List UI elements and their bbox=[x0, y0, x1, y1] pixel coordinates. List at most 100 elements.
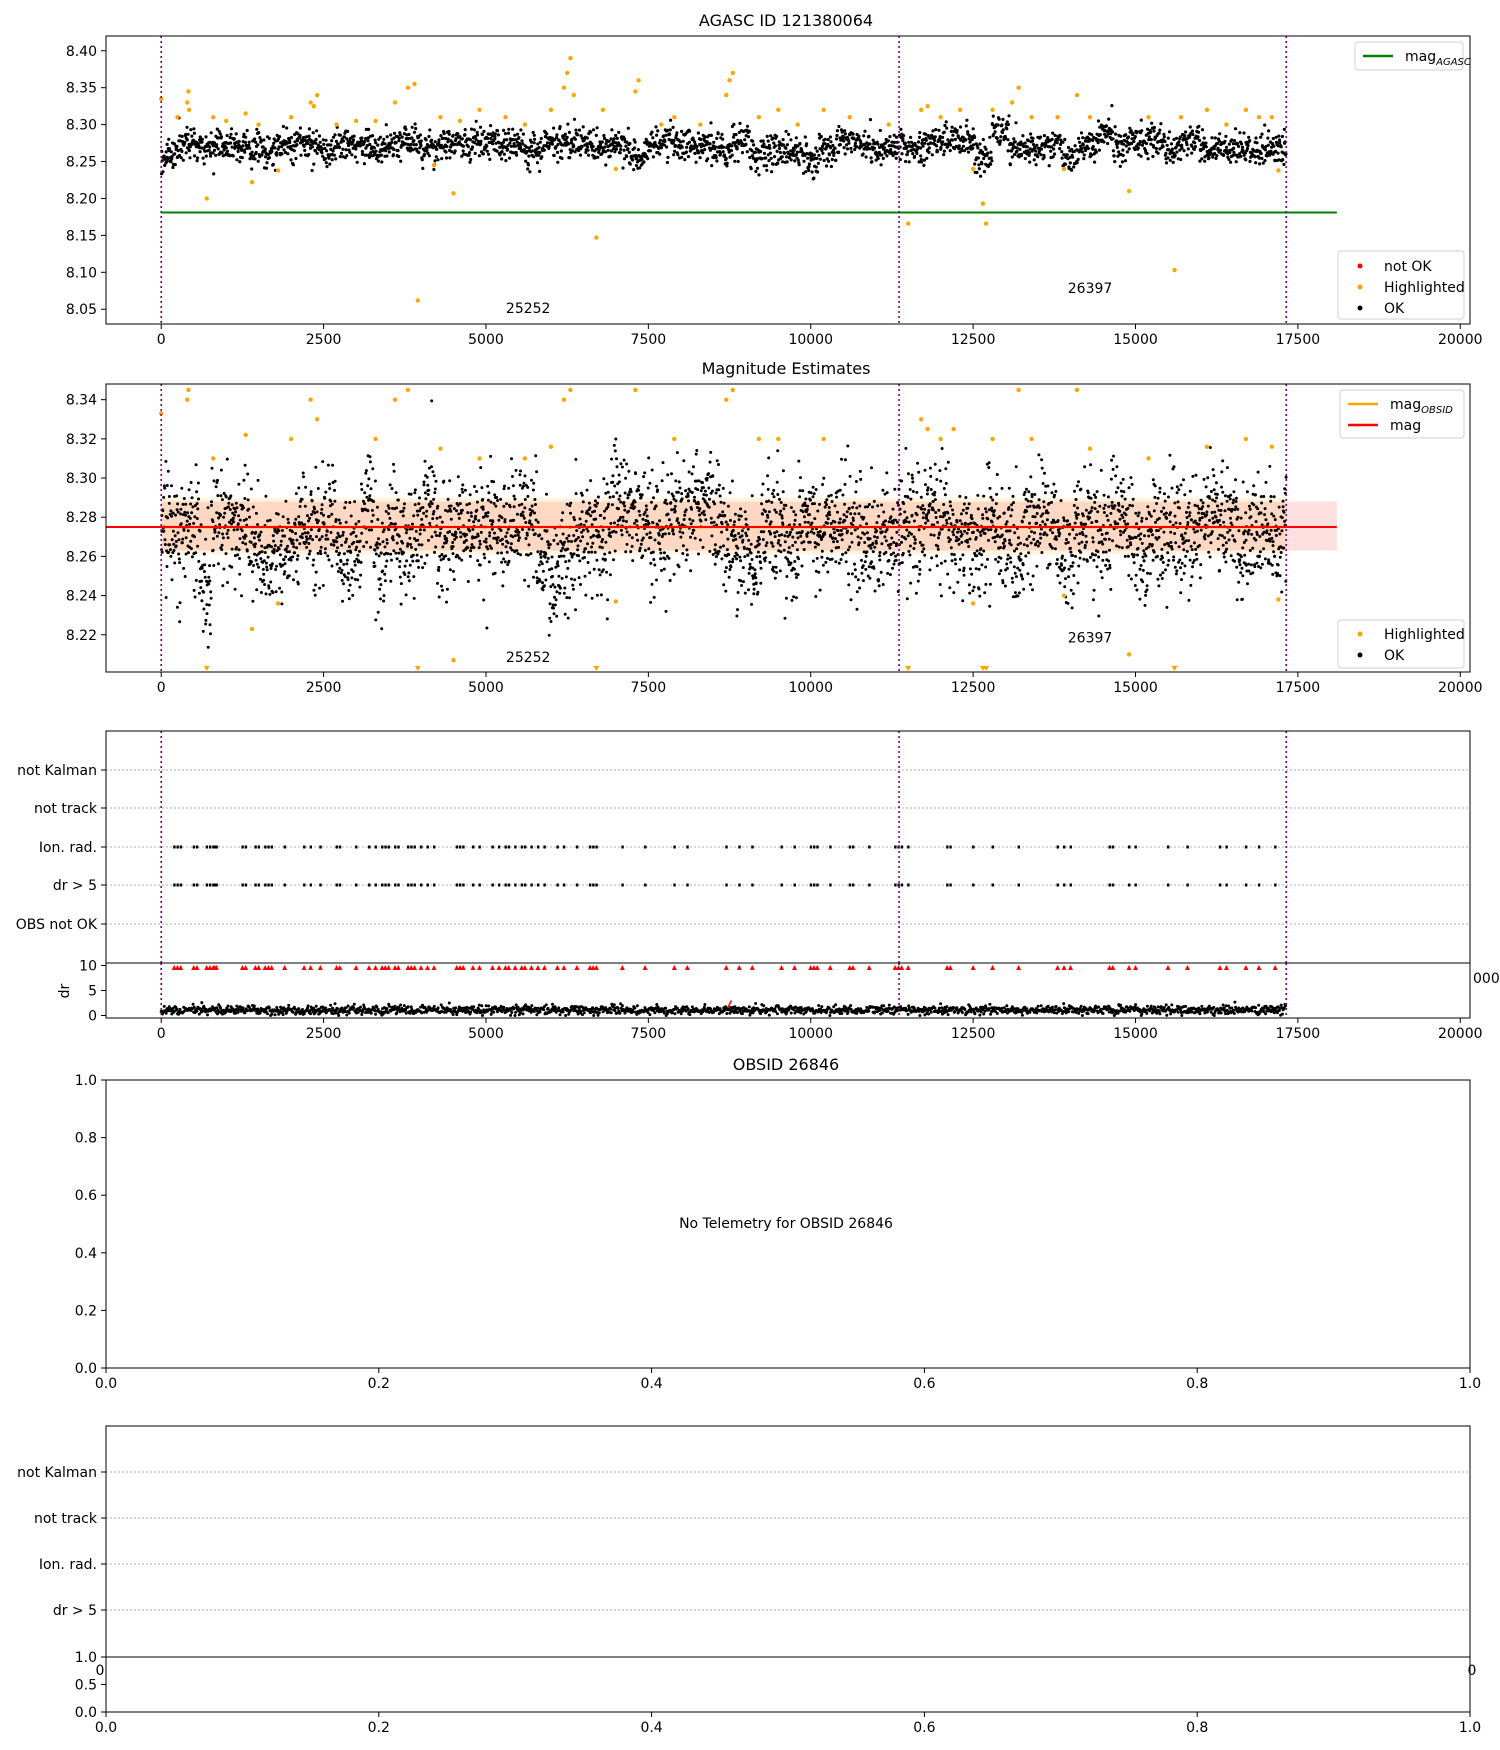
ok-point bbox=[209, 632, 212, 636]
ok-point bbox=[1004, 136, 1008, 140]
ok-point bbox=[538, 150, 542, 155]
ok-point bbox=[565, 536, 569, 540]
ok-point bbox=[514, 150, 518, 155]
ok-point bbox=[966, 150, 971, 154]
highlighted-point bbox=[1126, 188, 1132, 194]
ok-point bbox=[722, 544, 725, 548]
ok-point bbox=[634, 164, 639, 168]
ok-point bbox=[280, 590, 284, 594]
ok-point bbox=[1090, 133, 1094, 137]
ok-point bbox=[273, 544, 277, 548]
ok-point bbox=[1041, 142, 1045, 146]
ok-point bbox=[692, 146, 696, 151]
ok-point bbox=[811, 485, 815, 489]
ok-point bbox=[662, 134, 666, 138]
ok-point bbox=[820, 555, 824, 559]
ok-point bbox=[590, 523, 594, 527]
ok-point bbox=[391, 506, 394, 510]
ok-point bbox=[238, 518, 242, 522]
legend-label: not OK bbox=[1384, 259, 1432, 275]
ok-point bbox=[294, 156, 298, 161]
ok-point bbox=[822, 476, 826, 480]
ok-point bbox=[406, 575, 410, 579]
ok-point bbox=[311, 131, 315, 135]
ok-point bbox=[944, 142, 948, 146]
ok-point bbox=[241, 541, 245, 545]
y-tick-label: 8.05 bbox=[66, 302, 97, 318]
ok-point bbox=[715, 136, 719, 140]
ok-point bbox=[451, 133, 455, 137]
ok-point bbox=[319, 545, 323, 549]
ok-point bbox=[287, 574, 291, 578]
ok-point bbox=[507, 156, 512, 160]
panel-agasc-hl-points bbox=[159, 56, 1281, 303]
ok-point bbox=[627, 493, 631, 497]
ok-point bbox=[774, 554, 778, 558]
highlighted-point bbox=[522, 122, 528, 127]
ok-point bbox=[373, 479, 377, 483]
ok-point bbox=[278, 553, 282, 557]
ok-point bbox=[485, 144, 489, 148]
ok-point bbox=[387, 512, 391, 516]
ok-point bbox=[371, 513, 375, 517]
ok-point bbox=[224, 146, 228, 150]
ok-point bbox=[575, 529, 579, 533]
ok-point bbox=[184, 513, 188, 517]
ok-point bbox=[750, 494, 754, 498]
ok-point bbox=[216, 562, 220, 566]
ok-point bbox=[185, 138, 189, 142]
ok-point bbox=[815, 156, 819, 160]
ok-point bbox=[834, 560, 838, 564]
ok-point bbox=[775, 530, 779, 534]
ok-point bbox=[289, 135, 294, 140]
ok-point bbox=[982, 156, 986, 161]
ok-point bbox=[652, 496, 655, 500]
ok-point bbox=[1052, 147, 1056, 151]
ok-point bbox=[180, 486, 184, 490]
ok-point bbox=[613, 521, 616, 525]
ok-point bbox=[222, 515, 226, 519]
ok-point bbox=[542, 584, 546, 588]
ok-point bbox=[291, 163, 295, 167]
ok-point bbox=[550, 567, 554, 571]
ok-point bbox=[924, 138, 928, 142]
ok-point bbox=[1047, 164, 1051, 168]
ok-point bbox=[174, 513, 178, 517]
ok-point bbox=[685, 145, 689, 149]
ok-point bbox=[360, 152, 365, 156]
ok-point bbox=[693, 495, 696, 499]
ok-point bbox=[372, 500, 376, 503]
ok-point bbox=[1185, 153, 1189, 157]
highlighted-point bbox=[568, 56, 573, 61]
ok-point bbox=[674, 144, 678, 148]
ok-point bbox=[170, 514, 174, 518]
ok-point bbox=[752, 592, 756, 596]
ok-point bbox=[525, 149, 529, 154]
ok-point bbox=[573, 137, 578, 141]
ok-point bbox=[980, 162, 984, 166]
ok-point bbox=[1025, 145, 1029, 149]
ok-point bbox=[669, 501, 673, 505]
ok-point bbox=[173, 561, 177, 565]
ok-point bbox=[424, 497, 428, 501]
ok-point bbox=[724, 157, 728, 161]
ok-point bbox=[193, 154, 197, 158]
ok-point bbox=[240, 594, 243, 598]
ok-point bbox=[435, 534, 438, 537]
ok-point bbox=[689, 522, 693, 526]
ok-point bbox=[1075, 160, 1079, 165]
ok-point bbox=[321, 460, 325, 464]
ok-point bbox=[282, 572, 286, 576]
ok-point bbox=[413, 488, 417, 492]
ok-point bbox=[232, 528, 236, 532]
ok-point bbox=[617, 497, 621, 501]
ok-point bbox=[374, 618, 378, 622]
ok-point bbox=[791, 535, 795, 539]
ok-point bbox=[495, 129, 500, 133]
ok-point bbox=[412, 130, 417, 134]
ok-point bbox=[472, 546, 476, 549]
ok-point bbox=[935, 144, 939, 148]
ok-point bbox=[416, 538, 420, 542]
ok-point bbox=[829, 164, 834, 169]
ok-point bbox=[320, 535, 324, 539]
